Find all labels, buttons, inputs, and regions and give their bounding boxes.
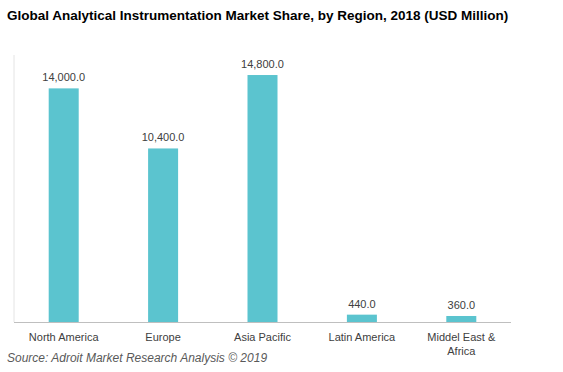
page: {"chart_data": {"type": "bar", "title": … bbox=[0, 0, 563, 372]
category-label-line: Africa bbox=[447, 345, 476, 357]
bar bbox=[446, 316, 476, 322]
bar bbox=[347, 315, 377, 322]
y-axis-line bbox=[14, 55, 15, 322]
category-label: Middel East & Africa bbox=[427, 331, 496, 357]
category-label: North America bbox=[29, 331, 100, 343]
chart: Global Analytical Instrumentation Market… bbox=[0, 0, 563, 372]
category-label: Latin America bbox=[329, 331, 397, 343]
source: Source: Adroit Market Research Analysis … bbox=[7, 351, 267, 365]
title: Global Analytical Instrumentation Market… bbox=[7, 8, 508, 23]
category-label: Europe bbox=[145, 331, 180, 343]
data-label: 14,800.0 bbox=[241, 58, 284, 70]
category-label-line: Europe bbox=[145, 331, 180, 343]
bar bbox=[49, 88, 79, 322]
category-label-line: Latin America bbox=[329, 331, 397, 343]
data-label: 360.0 bbox=[448, 299, 476, 311]
x-axis-line bbox=[14, 322, 511, 323]
bar bbox=[148, 148, 178, 322]
category-label-line: Middel East & bbox=[427, 331, 496, 343]
category-label-line: Asia Pacific bbox=[234, 331, 291, 343]
category-label: Asia Pacific bbox=[234, 331, 291, 343]
category-label-line: North America bbox=[29, 331, 100, 343]
data-label: 10,400.0 bbox=[142, 131, 185, 143]
bar bbox=[248, 75, 278, 322]
data-label: 14,000.0 bbox=[42, 71, 85, 83]
data-label: 440.0 bbox=[348, 298, 376, 310]
